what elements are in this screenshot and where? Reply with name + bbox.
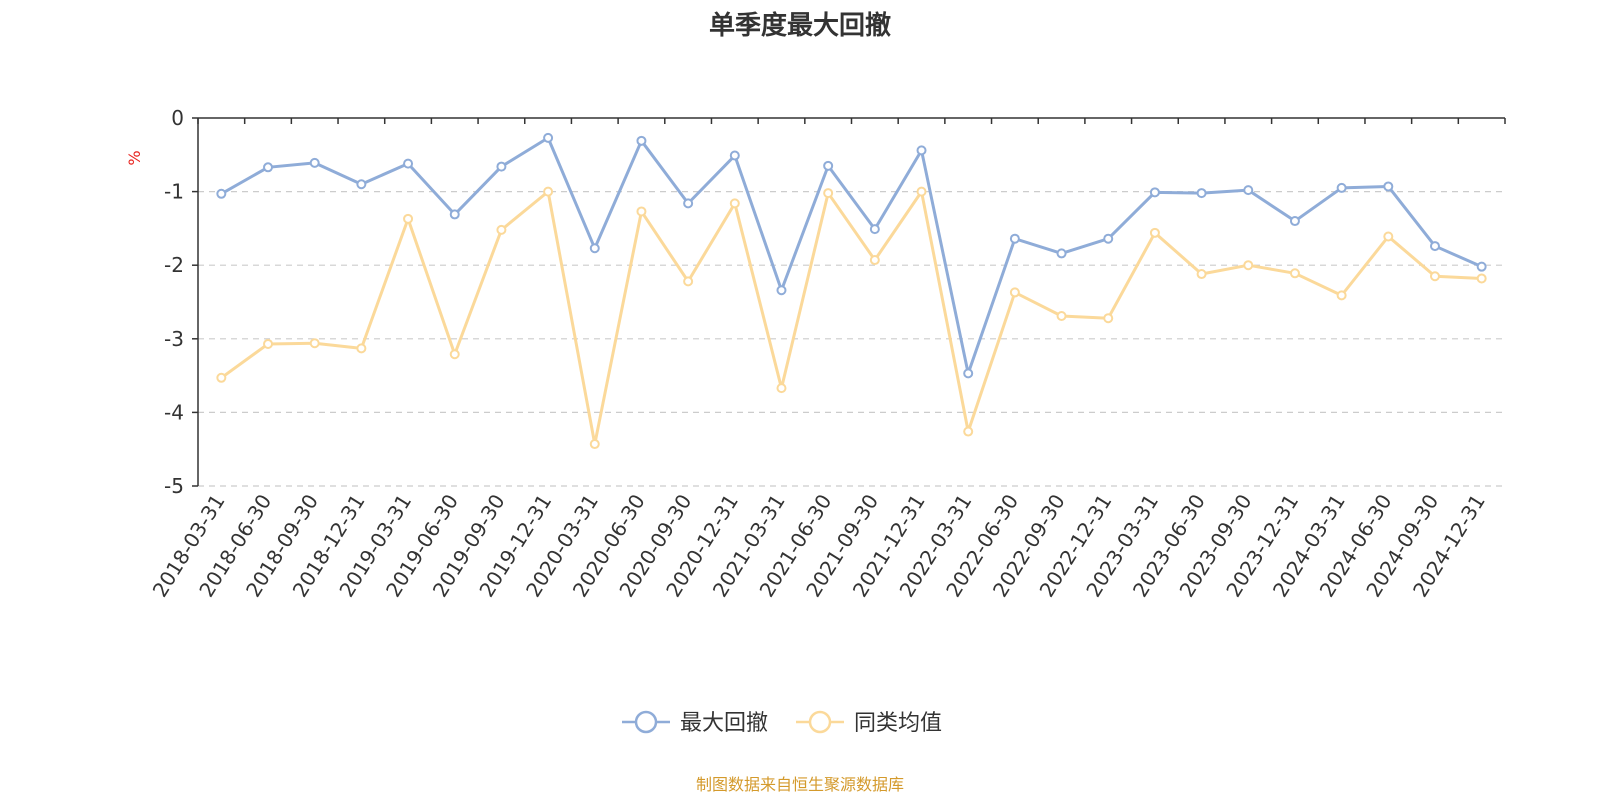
series-1: [216, 186, 1487, 450]
data-point[interactable]: [1383, 231, 1394, 242]
data-point[interactable]: [263, 338, 274, 349]
data-point[interactable]: [869, 255, 880, 266]
grid-lines: [198, 191, 1505, 487]
data-point[interactable]: [1103, 233, 1114, 244]
data-point[interactable]: [776, 285, 787, 296]
data-point[interactable]: [683, 198, 694, 209]
data-point[interactable]: [916, 186, 927, 197]
data-point[interactable]: [1383, 181, 1394, 192]
data-point[interactable]: [1429, 271, 1440, 282]
data-point[interactable]: [1476, 273, 1487, 284]
data-point[interactable]: [1243, 185, 1254, 196]
y-tick-labels: 0 -1 -2 -3 -4 -5: [164, 106, 184, 498]
legend-label: 同类均值: [854, 711, 942, 736]
data-point[interactable]: [1009, 287, 1020, 298]
data-point[interactable]: [1243, 260, 1254, 271]
y-tick-label: -1: [164, 180, 184, 204]
data-point[interactable]: [1056, 310, 1067, 321]
data-point[interactable]: [1429, 241, 1440, 252]
data-point[interactable]: [309, 338, 320, 349]
data-point[interactable]: [1476, 261, 1487, 272]
data-point[interactable]: [823, 160, 834, 171]
data-point[interactable]: [1336, 290, 1347, 301]
legend[interactable]: 最大回撤 同类均值: [622, 710, 942, 736]
data-point[interactable]: [309, 157, 320, 168]
data-point[interactable]: [543, 186, 554, 197]
data-point[interactable]: [1103, 313, 1114, 324]
data-point[interactable]: [589, 243, 600, 254]
x-tick-labels: 2018-03-312018-06-302018-09-302018-12-31…: [148, 490, 1490, 601]
data-point[interactable]: [1289, 268, 1300, 279]
axes: [192, 117, 1506, 487]
legend-marker: [808, 710, 832, 734]
data-point[interactable]: [496, 224, 507, 235]
y-tick-label: -4: [164, 400, 184, 424]
y-axis-unit: %: [125, 150, 144, 165]
data-source-note: 制图数据来自恒生聚源数据库: [696, 775, 904, 794]
data-point[interactable]: [729, 198, 740, 209]
data-point[interactable]: [1336, 182, 1347, 193]
y-tick-label: -3: [164, 327, 184, 351]
data-point[interactable]: [589, 439, 600, 450]
data-point[interactable]: [963, 426, 974, 437]
data-point[interactable]: [636, 135, 647, 146]
data-point[interactable]: [963, 368, 974, 379]
data-point[interactable]: [683, 276, 694, 287]
data-point[interactable]: [216, 372, 227, 383]
legend-marker: [634, 710, 658, 734]
data-point[interactable]: [916, 145, 927, 156]
series-line: [220, 190, 1482, 446]
data-point[interactable]: [1149, 227, 1160, 238]
data-point[interactable]: [1196, 188, 1207, 199]
data-point[interactable]: [729, 150, 740, 161]
legend-label: 最大回撤: [680, 711, 768, 736]
data-point[interactable]: [1289, 216, 1300, 227]
data-point[interactable]: [1056, 248, 1067, 259]
data-point[interactable]: [263, 162, 274, 173]
data-point[interactable]: [869, 224, 880, 235]
data-point[interactable]: [543, 132, 554, 143]
series-0: [216, 132, 1487, 379]
legend-item-1[interactable]: 同类均值: [796, 710, 942, 736]
data-point[interactable]: [496, 161, 507, 172]
data-point[interactable]: [776, 383, 787, 394]
y-tick-label: 0: [171, 106, 184, 130]
data-point[interactable]: [449, 349, 460, 360]
data-point[interactable]: [823, 188, 834, 199]
chart-title: 单季度最大回撤: [709, 10, 891, 41]
data-point[interactable]: [403, 213, 414, 224]
data-point[interactable]: [356, 179, 367, 190]
data-point[interactable]: [1196, 269, 1207, 280]
series-line: [220, 136, 1483, 375]
data-point[interactable]: [636, 206, 647, 217]
y-tick-label: -2: [164, 253, 184, 277]
data-point[interactable]: [1009, 233, 1020, 244]
data-point[interactable]: [1149, 187, 1160, 198]
y-tick-label: -5: [164, 474, 184, 498]
data-point[interactable]: [403, 158, 414, 169]
data-point[interactable]: [216, 188, 227, 199]
data-point[interactable]: [356, 343, 367, 354]
legend-item-0[interactable]: 最大回撤: [622, 710, 768, 736]
data-point[interactable]: [449, 209, 460, 220]
series-lines: [216, 132, 1487, 450]
